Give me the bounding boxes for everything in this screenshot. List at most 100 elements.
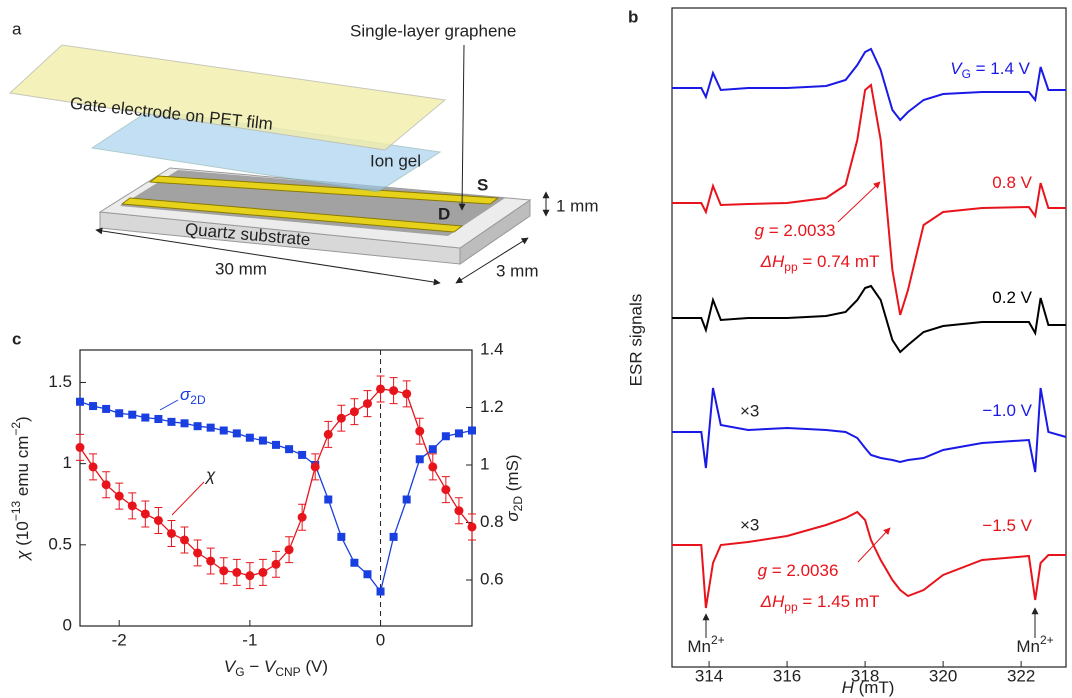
marker — [180, 535, 190, 545]
marker — [349, 407, 359, 417]
text-part: ΔH — [760, 592, 785, 611]
y-tick-label: 0.5 — [48, 534, 72, 553]
marker — [258, 567, 268, 577]
electrode-s — [148, 175, 500, 205]
marker — [362, 399, 372, 409]
marker — [376, 384, 386, 394]
label: 1 mm — [556, 196, 599, 215]
marker — [128, 410, 137, 419]
x-tick-label: -2 — [112, 630, 127, 649]
marker — [468, 426, 476, 435]
marker — [284, 545, 294, 555]
label: Ion gel — [370, 151, 421, 170]
marker — [167, 417, 176, 426]
marker — [324, 495, 333, 504]
text-part: ΔH — [760, 252, 785, 271]
pointer — [458, 44, 466, 211]
marker — [454, 429, 463, 438]
text-part: −13 — [9, 500, 23, 521]
x-tick-label: 316 — [773, 666, 801, 685]
annotation-arrow — [837, 181, 881, 223]
annotation: ΔHpp = 1.45 mT — [760, 592, 880, 614]
y2-tick-label: 0.8 — [480, 512, 504, 531]
marker — [323, 429, 333, 439]
marker — [89, 402, 98, 411]
marker — [389, 386, 399, 396]
y2-tick-label: 1.2 — [480, 397, 504, 416]
text-part: (mT) — [854, 678, 895, 697]
marker — [245, 433, 254, 442]
text-part: (mS) — [503, 454, 522, 496]
y2-tick-label: 1.4 — [480, 339, 504, 358]
marker — [153, 515, 163, 525]
marker — [350, 558, 359, 567]
text-part: H — [842, 678, 855, 697]
marker — [271, 559, 281, 569]
text-part: (10 — [13, 521, 32, 550]
series-line — [672, 83, 1066, 316]
marker — [76, 397, 84, 406]
series-label: σ2D — [180, 385, 206, 407]
series-line — [672, 284, 1066, 354]
marker — [115, 409, 124, 418]
marker — [415, 455, 424, 464]
text-part: 2+ — [1040, 633, 1054, 647]
panel-label: c — [12, 329, 21, 348]
annotation: ×3 — [740, 515, 759, 534]
text-part: pp — [784, 260, 798, 274]
text-part: Mn — [687, 637, 711, 656]
label: Single-layer graphene — [350, 21, 516, 40]
marker — [219, 566, 229, 576]
text-part: 0.8 V — [992, 173, 1032, 192]
device-diagram: a Single-layer graphene Gate electrode o… — [8, 19, 599, 286]
y2-axis-label: σ2D (mS) — [503, 454, 525, 521]
series-label: −1.0 V — [982, 401, 1032, 420]
marker — [193, 422, 202, 431]
marker — [298, 450, 307, 459]
annotation: Mn2+ — [1016, 633, 1053, 656]
marker — [114, 491, 124, 501]
text-part: pp — [784, 600, 798, 614]
marker — [402, 495, 411, 504]
label: S — [477, 175, 488, 194]
label: D — [438, 204, 450, 223]
marker — [337, 532, 346, 541]
marker — [206, 556, 216, 566]
marker — [363, 570, 372, 579]
marker — [140, 509, 150, 519]
x-tick-label: 0 — [376, 630, 385, 649]
series-label: 0.2 V — [992, 288, 1032, 307]
text-part: = 1.4 V — [971, 59, 1031, 78]
y-axis-label: ESR signals — [626, 294, 645, 387]
series-label: VG = 1.4 V — [950, 59, 1030, 81]
x-tick-label: 314 — [695, 666, 723, 685]
x-tick-label: -1 — [242, 630, 257, 649]
width-arrow — [455, 237, 529, 284]
marker — [297, 512, 307, 522]
y2-tick-label: 0.6 — [480, 569, 504, 588]
y2-tick-label: 1 — [480, 454, 489, 473]
x-axis-label: H (mT) — [842, 678, 895, 697]
text-part: − — [245, 657, 264, 676]
text-part: G — [962, 67, 971, 81]
text-part: = 2.0033 — [764, 221, 835, 240]
marker — [245, 571, 255, 581]
leader-line — [159, 399, 179, 411]
leader-line — [171, 481, 205, 516]
marker — [127, 501, 137, 511]
text-part: CNP — [275, 665, 300, 679]
text-part: V — [264, 657, 277, 676]
x-tick-label: 320 — [929, 666, 957, 685]
marker — [441, 432, 450, 441]
marker — [193, 548, 203, 558]
annotation: ×3 — [740, 401, 759, 420]
text-part: g — [755, 221, 765, 240]
text-part: = 2.0036 — [767, 561, 838, 580]
marker — [75, 442, 85, 452]
series-label: χ — [204, 465, 216, 484]
annotation: ΔHpp = 0.74 mT — [760, 252, 880, 274]
marker — [88, 462, 98, 472]
text-part: (V) — [301, 657, 328, 676]
marker — [219, 426, 228, 435]
